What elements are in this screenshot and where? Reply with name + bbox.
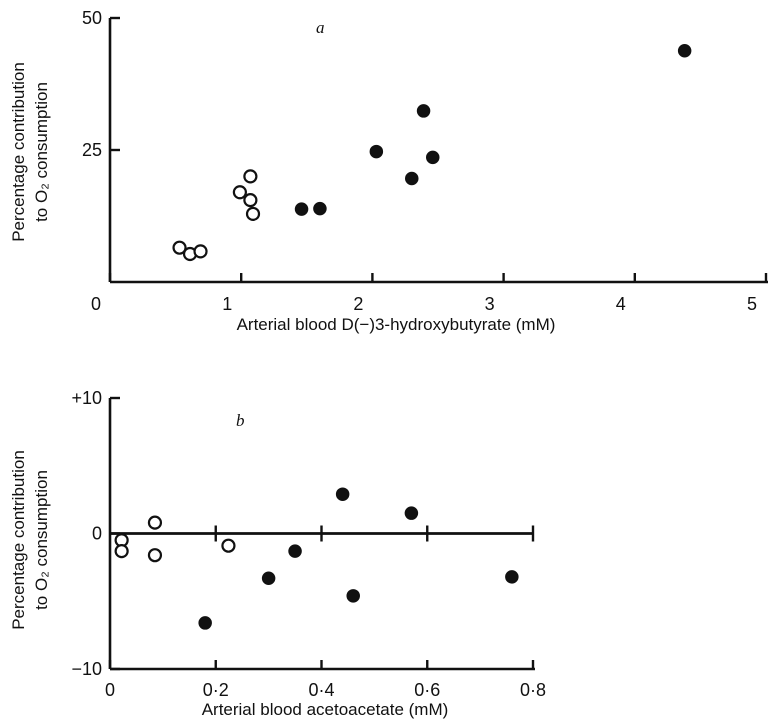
data-point-filled	[198, 616, 212, 630]
panel-b-x-title: Arterial blood acetoacetate (mM)	[202, 700, 449, 719]
panel-b-axes: 0 0·2 0·4 0·6 0·8−100+10	[71, 388, 546, 700]
panel-b-y-title-line2: to O₂ consumption	[32, 470, 51, 610]
panel-b-points	[114, 487, 519, 630]
data-point-open	[243, 169, 258, 184]
x-tick-label: 0·4	[308, 680, 334, 700]
y-tick-label: −10	[71, 659, 102, 679]
data-point-filled	[426, 150, 440, 165]
x-tick-label: 5	[747, 294, 757, 314]
data-point-filled	[294, 202, 309, 216]
data-point-filled	[335, 487, 350, 501]
data-point-filled	[346, 589, 360, 603]
y-tick-label: 50	[82, 8, 102, 28]
data-point-filled	[505, 570, 519, 584]
data-point-open	[221, 538, 236, 553]
y-tick-label: +10	[71, 388, 102, 408]
x-tick-label: 0	[105, 680, 115, 700]
data-point-filled	[405, 171, 419, 186]
data-point-open	[193, 244, 208, 259]
x-tick-label: 3	[485, 294, 495, 314]
panel-a-axes: 0 1 2 3 4 5 25 50	[82, 8, 768, 314]
x-tick-label: 0·2	[203, 680, 229, 700]
data-point-filled	[313, 201, 327, 216]
panel-b-letter: b	[236, 411, 245, 430]
data-point-filled	[416, 104, 431, 118]
panel-a-y-title-line1: Percentage contribution	[9, 62, 28, 242]
panel-a: a Percentage contribution to O₂ consumpt…	[9, 8, 768, 334]
x-tick-label: 4	[616, 294, 626, 314]
panel-b-y-title-line1: Percentage contribution	[9, 450, 28, 630]
x-tick-label: 1	[222, 294, 232, 314]
y-tick-label: 25	[82, 140, 102, 160]
panel-a-letter: a	[316, 18, 325, 37]
data-point-filled	[288, 544, 302, 558]
data-point-filled	[404, 506, 419, 520]
data-point-open	[172, 240, 187, 255]
data-point-open	[114, 544, 129, 559]
x-tick-label: 0·6	[414, 680, 440, 700]
panel-a-x-title: Arterial blood D(−)3-hydroxybutyrate (mM…	[237, 315, 556, 334]
panel-b: b Percentage contribution to O₂ consumpt…	[9, 388, 546, 719]
panel-a-points	[172, 43, 692, 262]
data-point-open	[147, 515, 163, 530]
x-tick-label: 2	[353, 294, 363, 314]
data-point-open	[147, 548, 163, 563]
data-point-open	[243, 193, 258, 208]
panel-a-y-title-line2: to O₂ consumption	[32, 82, 51, 222]
data-point-filled	[677, 43, 692, 58]
data-point-filled	[369, 144, 384, 159]
x-tick-label: 0	[91, 294, 101, 314]
data-point-open	[245, 206, 261, 221]
x-tick-label: 0·8	[520, 680, 546, 700]
data-point-filled	[261, 571, 276, 585]
data-point-open	[232, 185, 247, 200]
y-tick-label: 0	[92, 524, 102, 544]
